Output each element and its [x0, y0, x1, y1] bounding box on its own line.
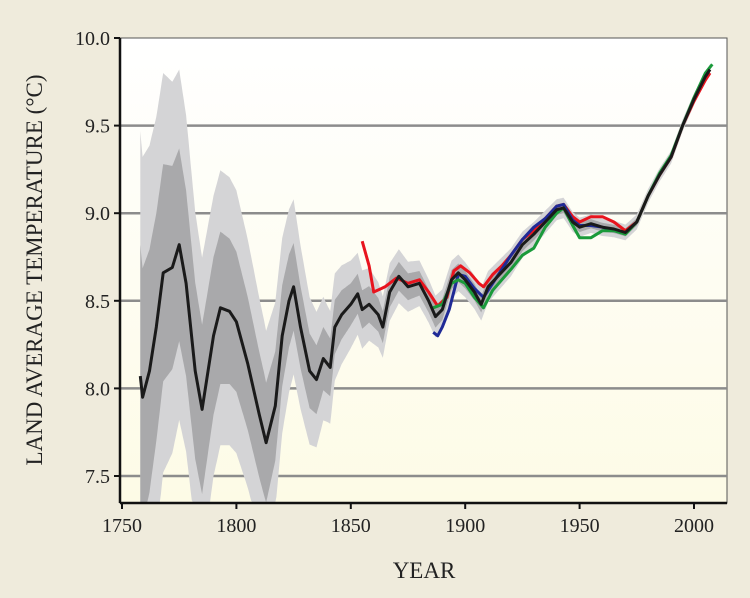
axis-ticks: 7.5 8.0 8.5 9.0 9.5 10.0 1750 1800 1850 1900 1950 2… — [75, 28, 714, 537]
y-tick-label: 8.5 — [85, 291, 110, 313]
y-tick-label: 7.5 — [85, 466, 110, 488]
y-axis-label: LAND AVERAGE TEMPERATURE (°C) — [22, 74, 47, 465]
y-tick-label: 10.0 — [75, 28, 110, 50]
y-tick-label: 8.0 — [85, 378, 110, 400]
x-axis-label: YEAR — [393, 558, 456, 583]
x-tick-label: 1750 — [102, 515, 142, 537]
uncertainty-band-inner — [140, 66, 711, 503]
x-tick-label: 1800 — [216, 515, 256, 537]
x-tick-label: 2000 — [674, 515, 714, 537]
y-tick-label: 9.0 — [85, 203, 110, 225]
uncertainty-bands — [140, 64, 711, 503]
series-line-black — [138, 68, 712, 445]
series-lines — [138, 63, 714, 445]
x-tick-label: 1850 — [331, 515, 371, 537]
x-tick-label: 1950 — [560, 515, 600, 537]
x-tick-label: 1900 — [445, 515, 485, 537]
y-tick-label: 9.5 — [85, 116, 110, 138]
